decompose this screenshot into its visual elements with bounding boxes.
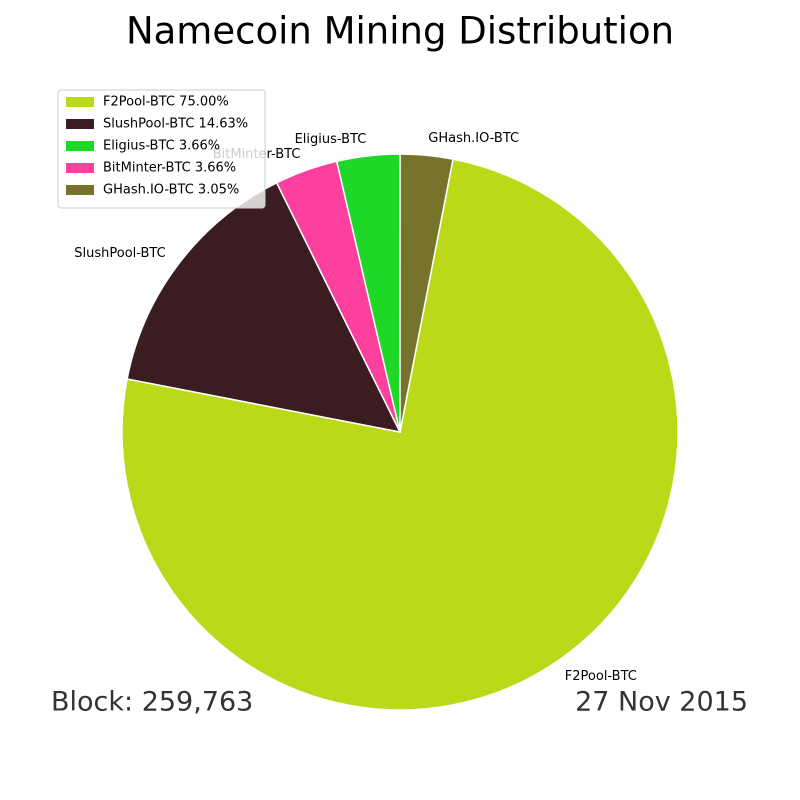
legend-label: Eligius-BTC 3.66% [103, 139, 220, 154]
legend: F2Pool-BTC 75.00% SlushPool-BTC 14.63% Eli… [57, 89, 266, 209]
slice-label: GHash.IO-BTC [428, 131, 519, 146]
slice-label: Eligius-BTC [295, 132, 367, 147]
legend-swatch [66, 97, 94, 107]
legend-label: SlushPool-BTC 14.63% [103, 117, 248, 132]
pie-slice [121, 158, 679, 711]
legend-box [57, 89, 266, 209]
legend-swatch [66, 119, 94, 129]
legend-label: F2Pool-BTC 75.00% [103, 95, 229, 110]
slice-label: SlushPool-BTC [74, 246, 165, 261]
block-annotation: Block: 259,763 [51, 687, 253, 718]
legend-swatch [66, 163, 94, 173]
chart-title: Namecoin Mining Distribution [126, 10, 674, 53]
legend-label: GHash.IO-BTC 3.05% [103, 183, 239, 198]
date-annotation: 27 Nov 2015 [575, 687, 748, 718]
legend-swatch [66, 185, 94, 195]
legend-label: BitMinter-BTC 3.66% [103, 161, 236, 176]
slice-label: F2Pool-BTC [565, 669, 637, 684]
legend-swatch [66, 141, 94, 151]
pie-slice [399, 153, 454, 433]
